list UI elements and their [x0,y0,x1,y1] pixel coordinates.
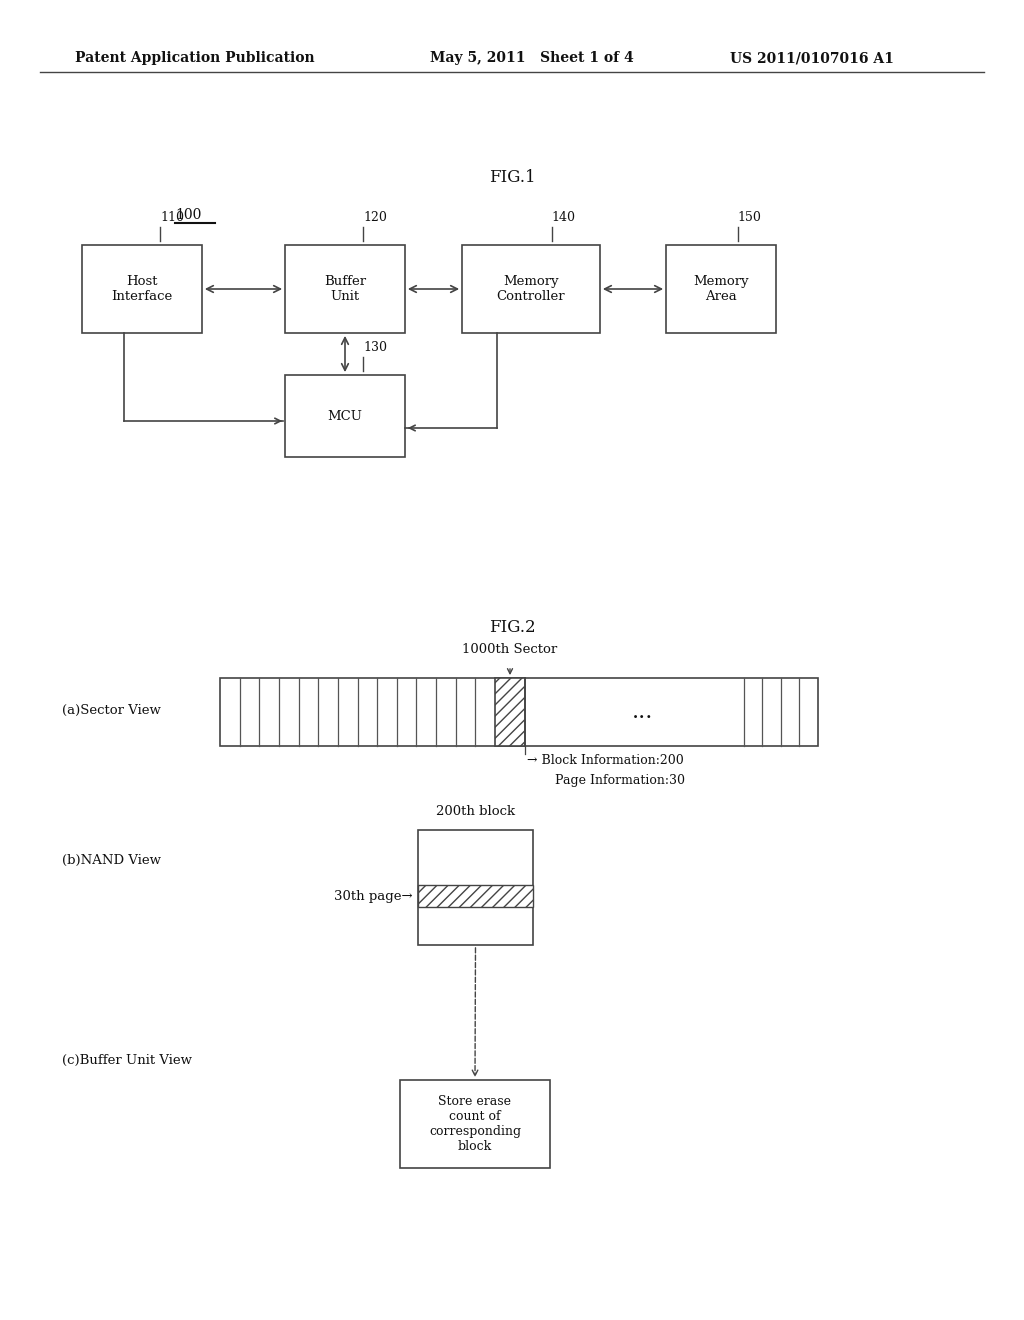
Bar [220,678,818,746]
Text: Store erase
count of
corresponding
block: Store erase count of corresponding block [429,1096,521,1152]
Bar [462,246,600,333]
Text: Buffer
Unit: Buffer Unit [324,275,366,304]
Text: 130: 130 [362,341,387,354]
Text: May 5, 2011   Sheet 1 of 4: May 5, 2011 Sheet 1 of 4 [430,51,634,65]
Text: (a)Sector View: (a)Sector View [62,704,161,717]
Text: US 2011/0107016 A1: US 2011/0107016 A1 [730,51,894,65]
Text: → Block Information:200: → Block Information:200 [527,754,684,767]
Text: 200th block: 200th block [436,805,515,818]
Text: FIG.2: FIG.2 [488,619,536,636]
Bar [285,246,406,333]
Text: MCU: MCU [328,409,362,422]
Bar [418,886,534,907]
Text: 30th page→: 30th page→ [335,890,413,903]
Text: (b)NAND View: (b)NAND View [62,854,161,866]
Text: 1000th Sector: 1000th Sector [463,643,558,656]
Text: 120: 120 [362,211,387,224]
Bar [285,375,406,457]
Text: 140: 140 [552,211,575,224]
Bar [418,830,534,945]
Bar [400,1080,550,1168]
Bar [666,246,776,333]
Text: Memory
Controller: Memory Controller [497,275,565,304]
Text: ...: ... [632,701,653,723]
Text: Page Information:30: Page Information:30 [539,774,685,787]
Text: (c)Buffer Unit View: (c)Buffer Unit View [62,1053,193,1067]
Text: 150: 150 [737,211,762,224]
Text: 100: 100 [175,209,202,222]
Text: Patent Application Publication: Patent Application Publication [75,51,314,65]
Bar [495,678,525,746]
Bar [82,246,202,333]
Text: Host
Interface: Host Interface [112,275,173,304]
Text: 110: 110 [160,211,184,224]
Text: FIG.1: FIG.1 [488,169,536,186]
Text: Memory
Area: Memory Area [693,275,749,304]
